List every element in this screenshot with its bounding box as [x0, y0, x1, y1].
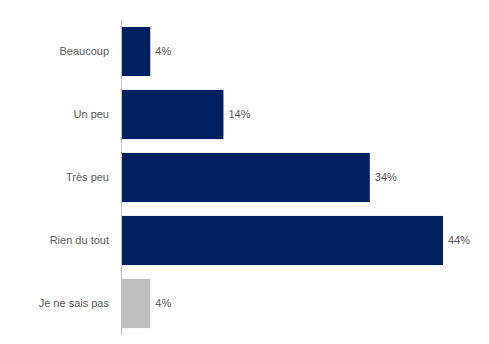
tick-label: Beaucoup [59, 45, 109, 57]
tick: Beaucoup [59, 45, 109, 57]
bars [121, 27, 443, 328]
y-axis: Beaucoup Un peu Très peu Rien du tout Je ne … [39, 20, 122, 335]
bar [121, 216, 443, 265]
data-label: 34% [375, 171, 397, 183]
tick-label: Un peu [74, 108, 109, 120]
bar [121, 279, 150, 328]
tick: Très peu [66, 171, 109, 183]
plot: Beaucoup Un peu Très peu Rien du tout Je ne … [39, 20, 471, 335]
tick-label: Rien du tout [50, 234, 109, 246]
data-label: 44% [448, 234, 470, 246]
data-label: 14% [228, 108, 250, 120]
data-label: 4% [155, 45, 171, 57]
bar [121, 153, 370, 202]
chart: Beaucoup Un peu Très peu Rien du tout Je ne … [0, 0, 489, 344]
data-label: 4% [155, 297, 171, 309]
bar [121, 90, 223, 139]
data-labels: 4% 14% 34% 44% 4% [155, 45, 470, 309]
tick: Je ne sais pas [39, 297, 110, 309]
tick: Rien du tout [50, 234, 109, 246]
bar [121, 27, 150, 76]
tick: Un peu [74, 108, 109, 120]
tick-label: Je ne sais pas [39, 297, 110, 309]
axis-line [121, 20, 122, 335]
tick-label: Très peu [66, 171, 109, 183]
